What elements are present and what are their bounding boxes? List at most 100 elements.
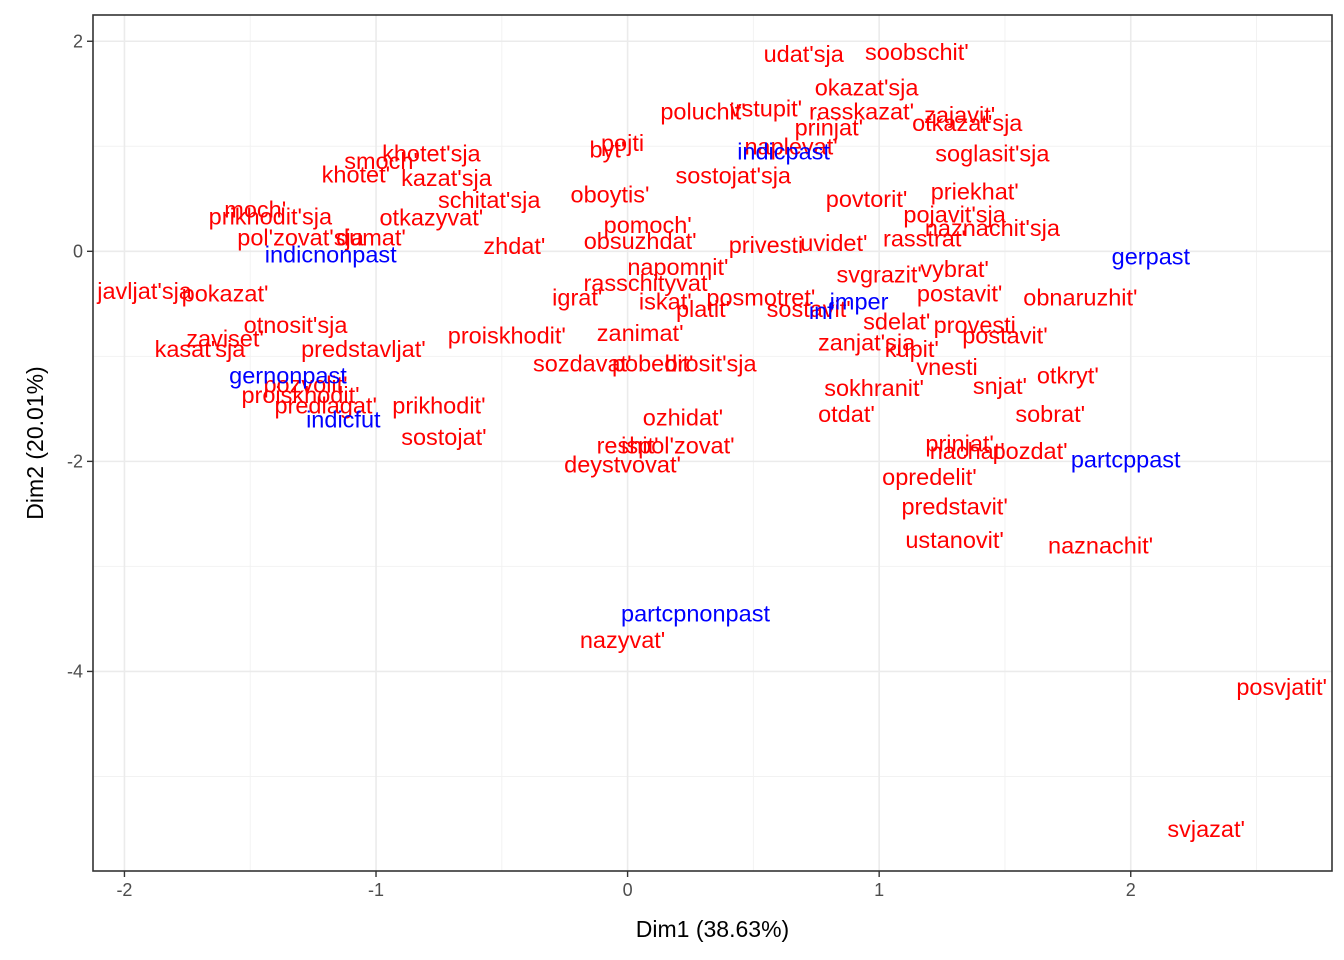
verb-point-label: postavit' <box>917 280 1002 306</box>
verb-point-label: poluchit' <box>660 99 746 125</box>
verb-point-label: pozdat' <box>993 438 1068 464</box>
verb-point-label: prinjat' <box>925 431 994 457</box>
verb-point-label: sdelat' <box>863 309 930 335</box>
verb-point-label: obsuzhdat' <box>584 228 697 254</box>
x-tick-label: 1 <box>874 880 884 900</box>
verb-point-label: pojti <box>601 130 644 156</box>
verb-point-label: iskat' <box>639 289 692 315</box>
verb-point-label: soobschit' <box>865 39 969 65</box>
verb-point-label: khotet'sja <box>382 141 481 167</box>
verb-point-label: pobedit' <box>612 351 694 377</box>
verb-point-label: okazat'sja <box>815 74 920 100</box>
verb-point-label: otnosit'sja <box>244 312 349 338</box>
verb-point-label: proiskhodit' <box>241 382 359 408</box>
y-tick-label: 2 <box>73 31 83 51</box>
verb-point-label: sokhranit' <box>824 375 924 401</box>
verb-point-label: naznachit' <box>1048 532 1153 558</box>
form-point-label: gernonpast <box>229 362 347 388</box>
verb-point-label: moch' <box>224 196 286 222</box>
verb-point-label: predstavit' <box>901 494 1007 520</box>
y-axis-title: Dim2 (20.01%) <box>22 366 48 519</box>
verb-point-label: brosit'sja <box>665 351 758 377</box>
verb-point-label: sozdavat' <box>533 351 632 377</box>
verb-point-label: ustanovit' <box>905 527 1004 553</box>
verb-point-label: pojavit'sja <box>903 202 1006 228</box>
verb-point-label: posmotret' <box>706 285 815 311</box>
form-point-label: partcpnonpast <box>621 601 770 627</box>
verb-point-label: byt' <box>590 136 626 162</box>
verb-point-label: sostavit' <box>767 296 851 322</box>
verb-point-label: svjazat' <box>1167 816 1245 842</box>
verb-point-label: provesti <box>934 312 1016 338</box>
verb-point-label: povtorit' <box>826 186 908 212</box>
verb-point-label: pozvolit' <box>263 372 347 398</box>
verb-point-label: rasskazat' <box>809 99 914 125</box>
x-tick-label: 0 <box>623 880 633 900</box>
verb-point-label: zhdat' <box>483 233 545 259</box>
verb-point-label: otkryt' <box>1037 362 1099 388</box>
verb-point-label: pokazat' <box>182 280 269 306</box>
verb-point-label: khotet' <box>322 162 391 188</box>
verb-point-label: javljat'sja <box>96 278 193 304</box>
verb-point-label: svgrazit' <box>836 261 921 287</box>
y-tick-label: -2 <box>67 451 83 471</box>
verb-point-label: deystvovat' <box>564 452 681 478</box>
verb-point-label: vybrat' <box>920 256 988 282</box>
verb-point-label: zajavit' <box>924 102 995 128</box>
form-point-label: imper <box>830 289 889 315</box>
verb-point-label: vstupit' <box>730 95 802 121</box>
verb-point-label: predlagat' <box>274 393 376 419</box>
verb-point-label: napomnit' <box>627 254 728 280</box>
verb-point-label: smoch' <box>344 148 418 174</box>
y-tick-label: -4 <box>67 661 83 681</box>
verb-point-label: nachat' <box>930 438 1005 464</box>
verb-point-label: priekhat' <box>931 178 1019 204</box>
verb-point-label: kazat'sja <box>401 165 493 191</box>
verb-point-label: igrat' <box>552 285 602 311</box>
verb-point-label: reshit' <box>597 433 659 459</box>
verb-point-label: pol'zovat'sja <box>237 225 364 251</box>
form-point-label: partcppast <box>1071 446 1181 472</box>
verb-point-label: snjat' <box>973 373 1027 399</box>
form-point-label: gerpast <box>1112 244 1191 270</box>
verb-point-label: udat'sja <box>764 41 845 67</box>
verb-point-label: kasat'sja <box>155 336 247 362</box>
verb-point-label: nazyvat' <box>580 627 665 653</box>
form-point-label: inf <box>809 298 834 324</box>
verb-point-label: platit' <box>676 296 730 322</box>
x-tick-label: -2 <box>116 880 132 900</box>
verb-point-label: prinjat' <box>795 114 864 140</box>
verb-point-label: naznachit'sja <box>925 215 1061 241</box>
verb-point-label: ispol'zovat' <box>621 433 734 459</box>
x-axis-title: Dim1 (38.63%) <box>636 916 789 942</box>
verb-point-label: schitat'sja <box>438 187 541 213</box>
verb-point-label: rasstrat' <box>883 226 966 252</box>
verb-point-label: vnesti <box>916 354 977 380</box>
verb-point-label: soglasit'sja <box>935 141 1050 167</box>
verb-point-label: rasschityvat' <box>583 270 712 296</box>
point-labels: udat'sja soobschit' okazat'sja poluchit'vst… <box>96 39 1327 842</box>
verb-point-label: predstavljat' <box>301 336 426 362</box>
verb-point-label: sostojat' <box>401 424 486 450</box>
verb-point-label: otkazat'sja <box>912 110 1023 136</box>
verb-point-label: posvjatit' <box>1236 674 1327 700</box>
verb-point-label: postavit' <box>962 322 1047 348</box>
plot-panel-border <box>92 14 1333 872</box>
verb-point-label: ozhidat' <box>643 404 723 430</box>
verb-point-label: zanimat' <box>597 320 684 346</box>
x-tick-label: 2 <box>1126 880 1136 900</box>
axes: -2 -1 0 1 2 -4 -2 0 2 <box>67 31 1136 900</box>
verb-point-label: pomoch' <box>604 212 692 238</box>
verb-point-label: opredelit' <box>882 464 977 490</box>
x-tick-label: -1 <box>368 880 384 900</box>
verb-point-label: kupit' <box>885 336 939 362</box>
verb-point-label: obnaruzhit' <box>1023 285 1137 311</box>
verb-point-label: otdat' <box>818 401 875 427</box>
form-point-label: indicpast <box>737 139 830 165</box>
verb-point-label: oboytis' <box>571 182 650 208</box>
verb-point-label: naplevat' <box>744 133 837 159</box>
form-point-label: indicfut <box>306 406 381 432</box>
y-tick-label: 0 <box>73 241 83 261</box>
grid <box>93 15 1332 871</box>
